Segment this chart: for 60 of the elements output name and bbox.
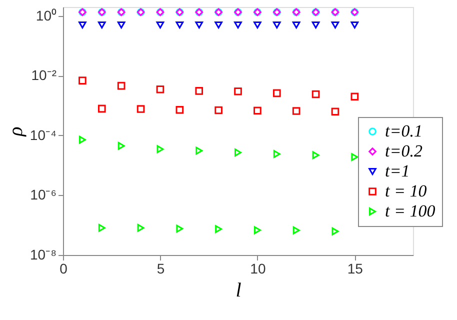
y-tick-label: 10⁰ bbox=[36, 7, 56, 24]
point bbox=[214, 106, 222, 114]
point bbox=[176, 22, 184, 28]
point bbox=[254, 106, 262, 115]
point bbox=[331, 22, 340, 28]
point bbox=[272, 22, 281, 28]
point bbox=[312, 90, 320, 98]
y-tick-label: 10⁻² bbox=[31, 67, 57, 84]
point bbox=[312, 151, 320, 160]
point bbox=[292, 22, 300, 28]
point bbox=[78, 76, 86, 84]
legend-label: t=1 bbox=[385, 162, 410, 180]
point bbox=[176, 224, 184, 233]
point bbox=[254, 22, 262, 28]
point bbox=[196, 146, 203, 155]
point bbox=[195, 87, 204, 95]
legend-label: t=0.1 bbox=[385, 122, 422, 140]
point bbox=[351, 153, 358, 161]
point bbox=[214, 22, 222, 28]
point bbox=[156, 22, 164, 28]
y-axis-title: ρ bbox=[4, 126, 27, 138]
point bbox=[215, 225, 222, 233]
point bbox=[176, 106, 184, 114]
y-tick-label: 10⁻⁴ bbox=[30, 126, 56, 143]
point bbox=[118, 142, 125, 150]
point bbox=[254, 226, 261, 234]
x-tick-label: 10 bbox=[250, 260, 266, 276]
point bbox=[137, 224, 144, 232]
point bbox=[312, 22, 320, 28]
x-axis-title: l bbox=[236, 280, 242, 302]
point bbox=[332, 227, 339, 236]
legend-label: t = 100 bbox=[385, 202, 436, 220]
point bbox=[78, 136, 86, 144]
point bbox=[350, 22, 359, 28]
x-tick-label: 5 bbox=[156, 260, 165, 276]
point bbox=[98, 104, 106, 113]
y-tick-label: 10⁻⁸ bbox=[30, 246, 57, 262]
point bbox=[292, 226, 300, 234]
point bbox=[331, 108, 340, 116]
point bbox=[136, 105, 145, 113]
point bbox=[234, 22, 242, 28]
point bbox=[273, 150, 280, 158]
point bbox=[98, 224, 106, 232]
x-tick-label: 15 bbox=[347, 260, 364, 276]
point bbox=[195, 22, 204, 28]
point bbox=[98, 22, 106, 28]
point bbox=[272, 89, 281, 98]
x-tick-label: 0 bbox=[60, 260, 68, 276]
point bbox=[156, 85, 164, 94]
y-tick-label: 10⁻⁶ bbox=[30, 186, 56, 203]
point bbox=[156, 145, 164, 154]
legend-label: t=0.2 bbox=[385, 142, 423, 160]
point bbox=[234, 148, 242, 156]
point bbox=[78, 22, 86, 28]
point bbox=[292, 107, 300, 115]
point bbox=[117, 82, 126, 90]
legend-label: t = 10 bbox=[385, 182, 428, 200]
point bbox=[117, 22, 126, 28]
point bbox=[350, 92, 359, 101]
point bbox=[234, 87, 242, 96]
